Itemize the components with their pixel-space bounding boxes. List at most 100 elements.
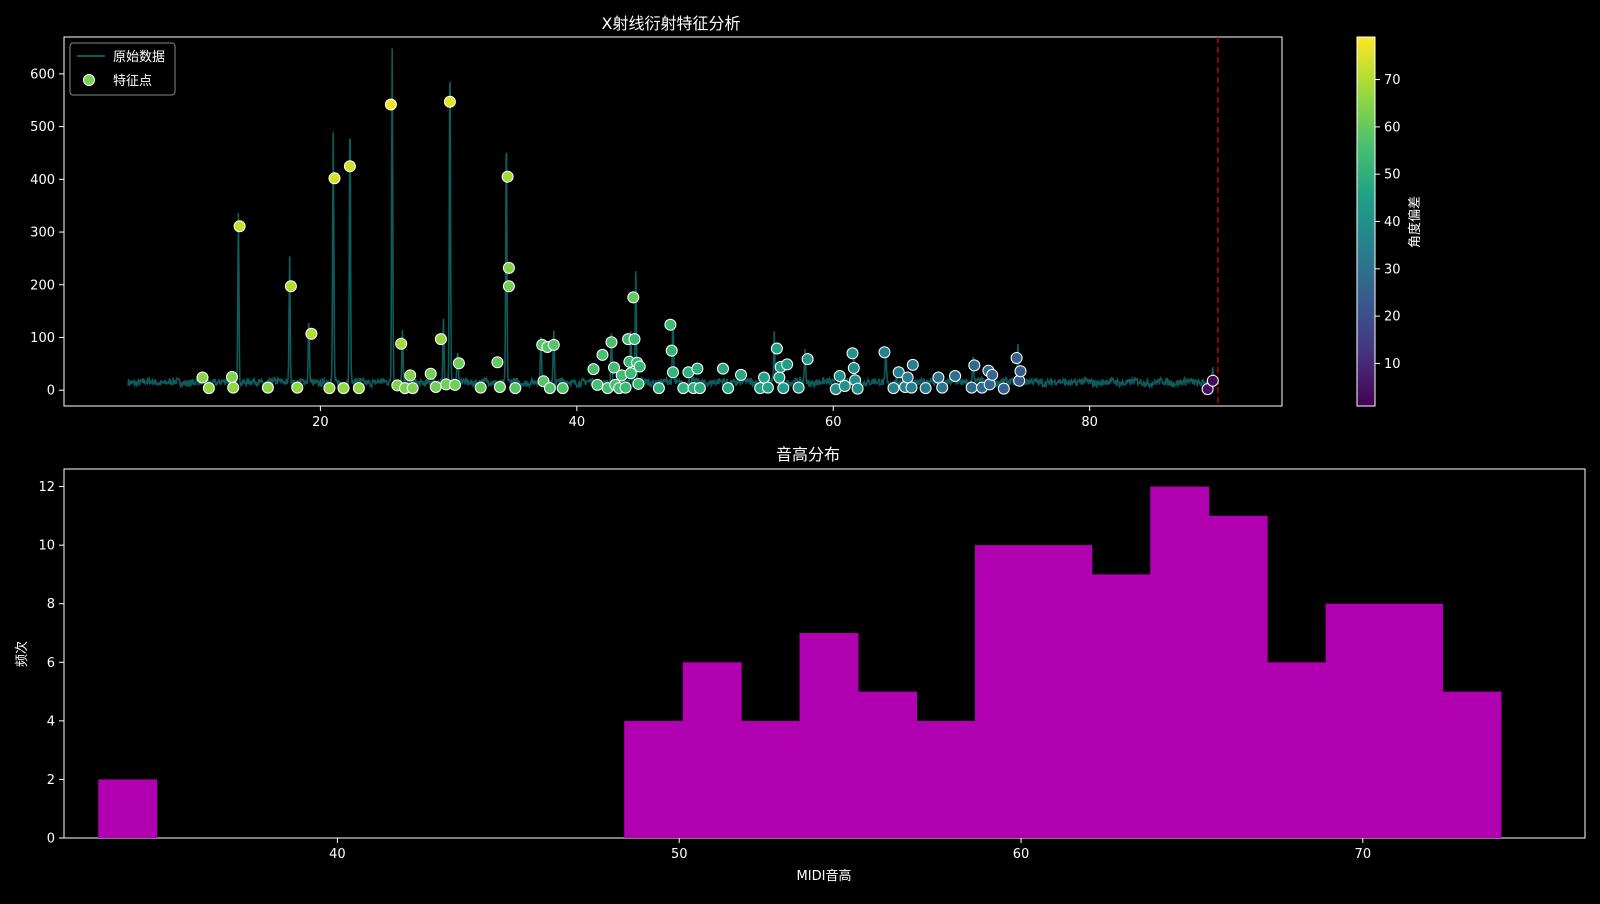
x-tick-label: 20 <box>312 415 329 430</box>
y-tick-label: 400 <box>30 173 55 188</box>
feature-point <box>777 382 790 395</box>
feature-point <box>305 327 318 340</box>
pitch-chart-title: 音高分布 <box>776 445 840 464</box>
feature-point <box>627 291 640 304</box>
feature-point <box>997 382 1010 395</box>
y-tick-label: 4 <box>47 714 55 729</box>
histogram-bar <box>1442 691 1502 838</box>
feature-point <box>543 382 556 395</box>
y-tick-label: 6 <box>47 656 55 671</box>
feature-point <box>587 363 600 376</box>
histogram-bar <box>974 545 1034 838</box>
y-tick-label: 2 <box>47 773 55 788</box>
colorbar-ticks: 10 20 30 40 50 60 70 <box>1375 73 1401 372</box>
x-tick-label: 70 <box>1355 847 1372 862</box>
feature-point <box>226 371 238 383</box>
feature-point <box>677 382 690 395</box>
colorbar: 10 20 30 40 50 60 70 角度偏差 <box>1356 36 1423 407</box>
feature-point <box>632 377 645 390</box>
histogram-bar <box>1267 662 1327 838</box>
feature-point <box>781 358 794 371</box>
feature-point <box>406 382 419 395</box>
feature-point <box>901 371 914 384</box>
feature-point <box>284 280 297 293</box>
x-tick-label: 60 <box>825 415 842 430</box>
x-tick-label: 40 <box>569 415 586 430</box>
feature-point <box>491 356 504 369</box>
xrd-axes: 20 40 60 80 0 100 200 300 400 500 600 <box>30 67 1098 430</box>
feature-point <box>556 382 569 395</box>
feature-point <box>619 381 632 394</box>
feature-point <box>474 381 487 394</box>
feature-point <box>691 362 704 375</box>
feature-point <box>227 381 240 394</box>
feature-point <box>833 370 846 382</box>
feature-point <box>493 381 506 393</box>
histogram-bar <box>1208 515 1268 838</box>
feature-point <box>424 367 437 380</box>
feature-point <box>501 170 514 183</box>
feature-point <box>770 342 783 355</box>
feature-point <box>919 382 932 395</box>
y-tick-label: 100 <box>30 331 55 346</box>
feature-point <box>892 366 905 379</box>
x-tick-label: 80 <box>1081 415 1098 430</box>
colorbar-tick-label: 20 <box>1384 310 1401 325</box>
feature-point <box>792 381 805 394</box>
colorbar-tick-label: 40 <box>1384 215 1401 230</box>
histogram-bar <box>858 691 917 838</box>
feature-point <box>735 368 747 381</box>
feature-point <box>1014 365 1027 378</box>
feature-point <box>906 358 919 371</box>
feature-point <box>196 371 209 384</box>
feature-point <box>509 382 522 395</box>
histogram-bar <box>1033 545 1093 838</box>
feature-point <box>443 95 456 108</box>
x-tick-label: 40 <box>329 847 346 862</box>
feature-point <box>801 353 814 366</box>
y-tick-label: 0 <box>47 832 55 847</box>
y-tick-label: 0 <box>47 384 55 399</box>
feature-point <box>395 337 408 350</box>
feature-point <box>965 381 978 394</box>
feature-point <box>1010 352 1023 364</box>
y-tick-label: 200 <box>30 278 55 293</box>
histogram-bar <box>916 720 976 838</box>
x-tick-label: 50 <box>671 847 688 862</box>
legend-label-points: 特征点 <box>113 74 152 89</box>
colorbar-label: 角度偏差 <box>1407 196 1423 248</box>
feature-point <box>434 333 447 346</box>
feature-point <box>452 357 465 370</box>
colorbar-tick-label: 70 <box>1384 73 1401 88</box>
x-tick-label: 60 <box>1013 847 1030 862</box>
histogram-bar <box>98 779 158 838</box>
feature-point <box>404 369 417 382</box>
histogram-bar <box>799 633 859 838</box>
pitch-axes: 40 50 60 70 0 2 4 6 8 10 12 <box>38 480 1371 862</box>
histogram-bar <box>1091 574 1151 838</box>
pitch-ylabel: 频次 <box>14 641 30 667</box>
feature-point <box>596 348 609 361</box>
histogram-bar <box>1384 603 1443 838</box>
xrd-chart: X射线衍射特征分析 20 40 60 80 0 100 200 300 400 500 600 原始… <box>30 14 1283 430</box>
feature-point <box>261 381 274 394</box>
pitch-chart: 音高分布 40 50 60 70 0 2 4 6 8 10 12 MIDI音高 频次 <box>14 445 1586 884</box>
feature-point <box>202 382 215 395</box>
feature-point <box>628 333 641 346</box>
feature-point <box>323 382 336 395</box>
y-tick-label: 600 <box>30 67 55 82</box>
feature-point <box>851 382 864 395</box>
feature-point <box>328 172 341 185</box>
feature-point <box>1206 374 1219 387</box>
feature-point <box>905 381 918 394</box>
feature-point <box>608 361 620 374</box>
feature-point <box>986 368 999 381</box>
feature-point <box>761 381 774 394</box>
feature-point <box>932 371 945 384</box>
feature-point <box>337 382 350 395</box>
pitch-bars <box>98 486 1502 838</box>
feature-point <box>758 371 770 384</box>
y-tick-label: 300 <box>30 226 55 241</box>
feature-point <box>291 381 304 394</box>
